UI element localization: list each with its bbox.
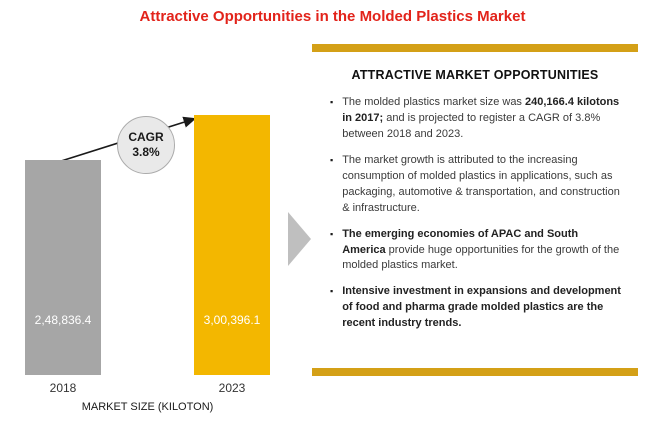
opportunity-text: The market growth is attributed to the i… xyxy=(342,153,620,214)
bullet-square-icon: ▪ xyxy=(330,154,334,165)
opportunity-item: ▪ Intensive investment in expansions and … xyxy=(330,284,624,332)
cagr-badge: CAGR 3.8% xyxy=(117,116,175,174)
x-tick-2018: 2018 xyxy=(49,381,77,395)
opportunity-text: The emerging economies of APAC and South… xyxy=(342,227,620,272)
chevron-right-icon xyxy=(288,212,311,266)
panel-accent-bar-top xyxy=(312,44,638,52)
x-axis-label: MARKET SIZE (KILOTON) xyxy=(81,401,214,413)
page-title: Attractive Opportunities in the Molded P… xyxy=(139,8,526,25)
cagr-value: 3.8% xyxy=(132,145,160,159)
panel-accent-bar-bottom xyxy=(312,368,638,376)
opportunity-item: ▪ The molded plastics market size was 240… xyxy=(330,95,624,143)
bullet-square-icon: ▪ xyxy=(330,97,334,107)
bar-2023: 3,00,396.1 xyxy=(194,115,270,375)
opportunity-item: ▪ The emerging economies of APAC and Sout… xyxy=(330,227,624,275)
opportunity-text: The molded plastics market size was 240,… xyxy=(342,96,620,140)
x-tick-2023: 2023 xyxy=(218,381,246,395)
opportunities-panel: ATTRACTIVE MARKET OPPORTUNITIES ▪ The mol… xyxy=(312,44,638,376)
bar-2018: 2,48,836.4 xyxy=(25,160,101,375)
opportunity-text: Intensive investment in expansions and d… xyxy=(342,285,621,330)
panel-title: ATTRACTIVE MARKET OPPORTUNITIES xyxy=(351,68,599,82)
cagr-label: CAGR xyxy=(128,130,164,144)
bullet-square-icon: ▪ xyxy=(330,286,334,297)
bar-chart: 2,48,836.4 3,00,396.1 CAGR 3.8% 2018 202… xyxy=(0,0,300,423)
bullet-square-icon: ▪ xyxy=(330,228,334,239)
opportunity-item: ▪ The market growth is attributed to the … xyxy=(330,153,624,217)
bar-2018-value: 2,48,836.4 xyxy=(34,313,92,327)
opportunities-list: ▪ The molded plastics market size was 240… xyxy=(312,95,638,332)
bar-2023-value: 3,00,396.1 xyxy=(203,313,261,327)
